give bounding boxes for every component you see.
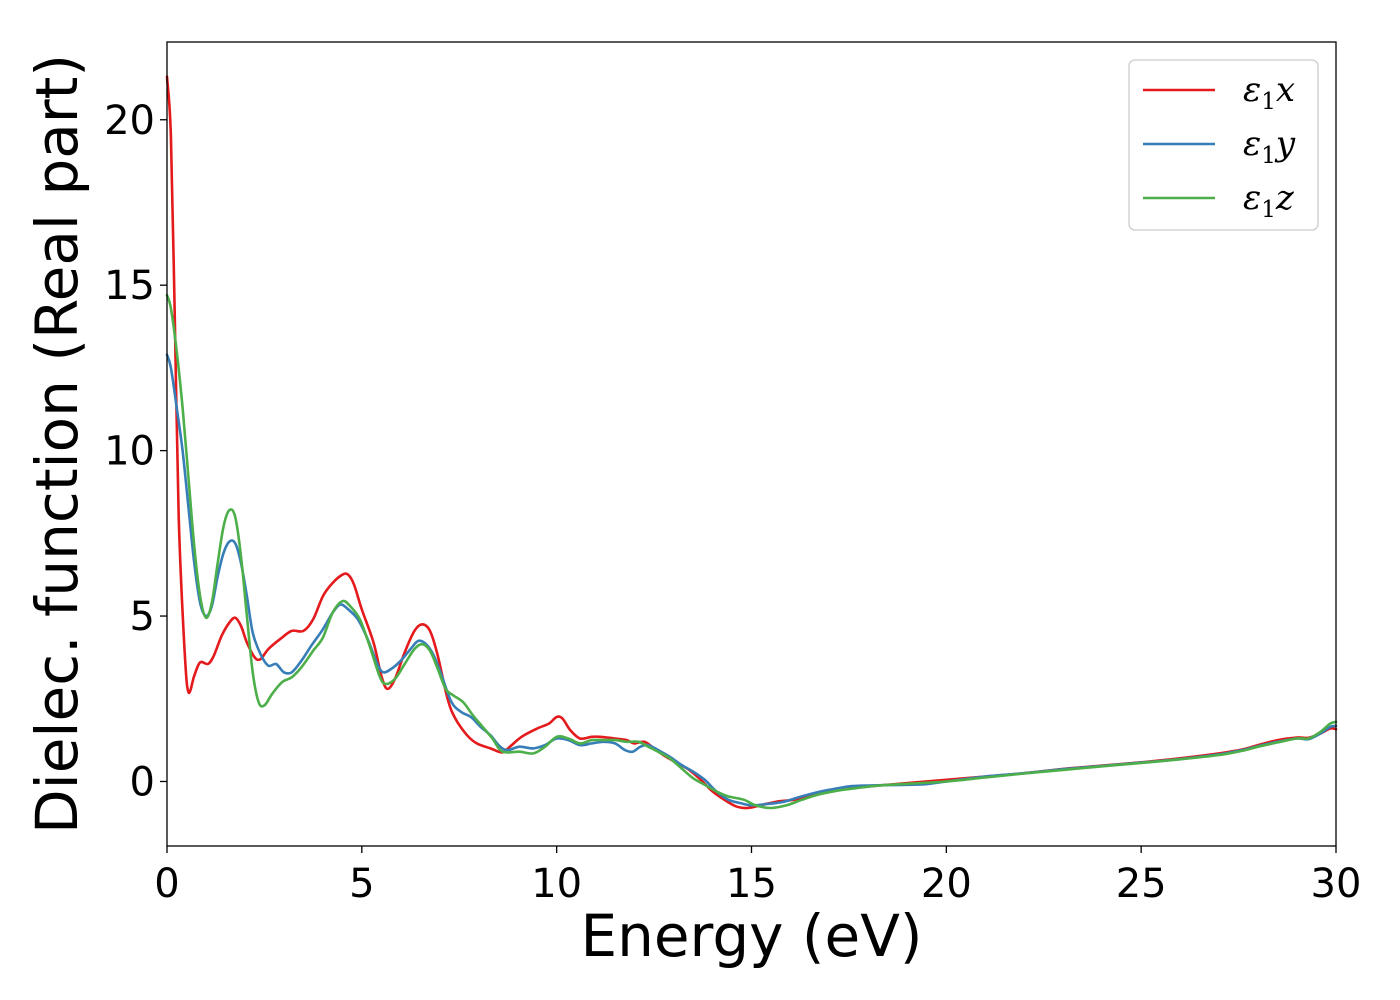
y-tick-label: 10 bbox=[104, 429, 155, 475]
plot-area bbox=[165, 41, 1338, 847]
legend: ε1x ε1y ε1z bbox=[1128, 59, 1319, 231]
x-tick-label: 15 bbox=[726, 861, 777, 907]
legend-label-z: ε1z bbox=[1243, 178, 1295, 223]
legend-label-x: ε1x bbox=[1243, 70, 1295, 115]
x-axis-ticks: 0 5 10 15 20 25 30 bbox=[154, 846, 1361, 907]
x-tick-label: 10 bbox=[531, 861, 582, 907]
x-tick-label: 30 bbox=[1311, 861, 1362, 907]
x-tick-label: 25 bbox=[1116, 861, 1167, 907]
x-axis-title: Energy (eV) bbox=[580, 902, 922, 970]
y-axis-title: Dielec. function (Real part) bbox=[23, 54, 91, 834]
x-tick-label: 5 bbox=[349, 861, 374, 907]
y-tick-label: 0 bbox=[130, 759, 155, 805]
series-lines bbox=[165, 75, 1338, 810]
x-tick-label: 20 bbox=[921, 861, 972, 907]
series-line-z bbox=[165, 293, 1338, 810]
y-tick-label: 20 bbox=[104, 98, 155, 144]
y-tick-label: 15 bbox=[104, 263, 155, 309]
y-axis-ticks: 0 5 10 15 20 bbox=[104, 98, 167, 805]
legend-label-y: ε1y bbox=[1243, 124, 1296, 169]
series-line-x bbox=[165, 75, 1338, 810]
y-tick-label: 5 bbox=[130, 594, 155, 640]
legend-box bbox=[1128, 59, 1319, 231]
x-tick-label: 0 bbox=[154, 861, 179, 907]
